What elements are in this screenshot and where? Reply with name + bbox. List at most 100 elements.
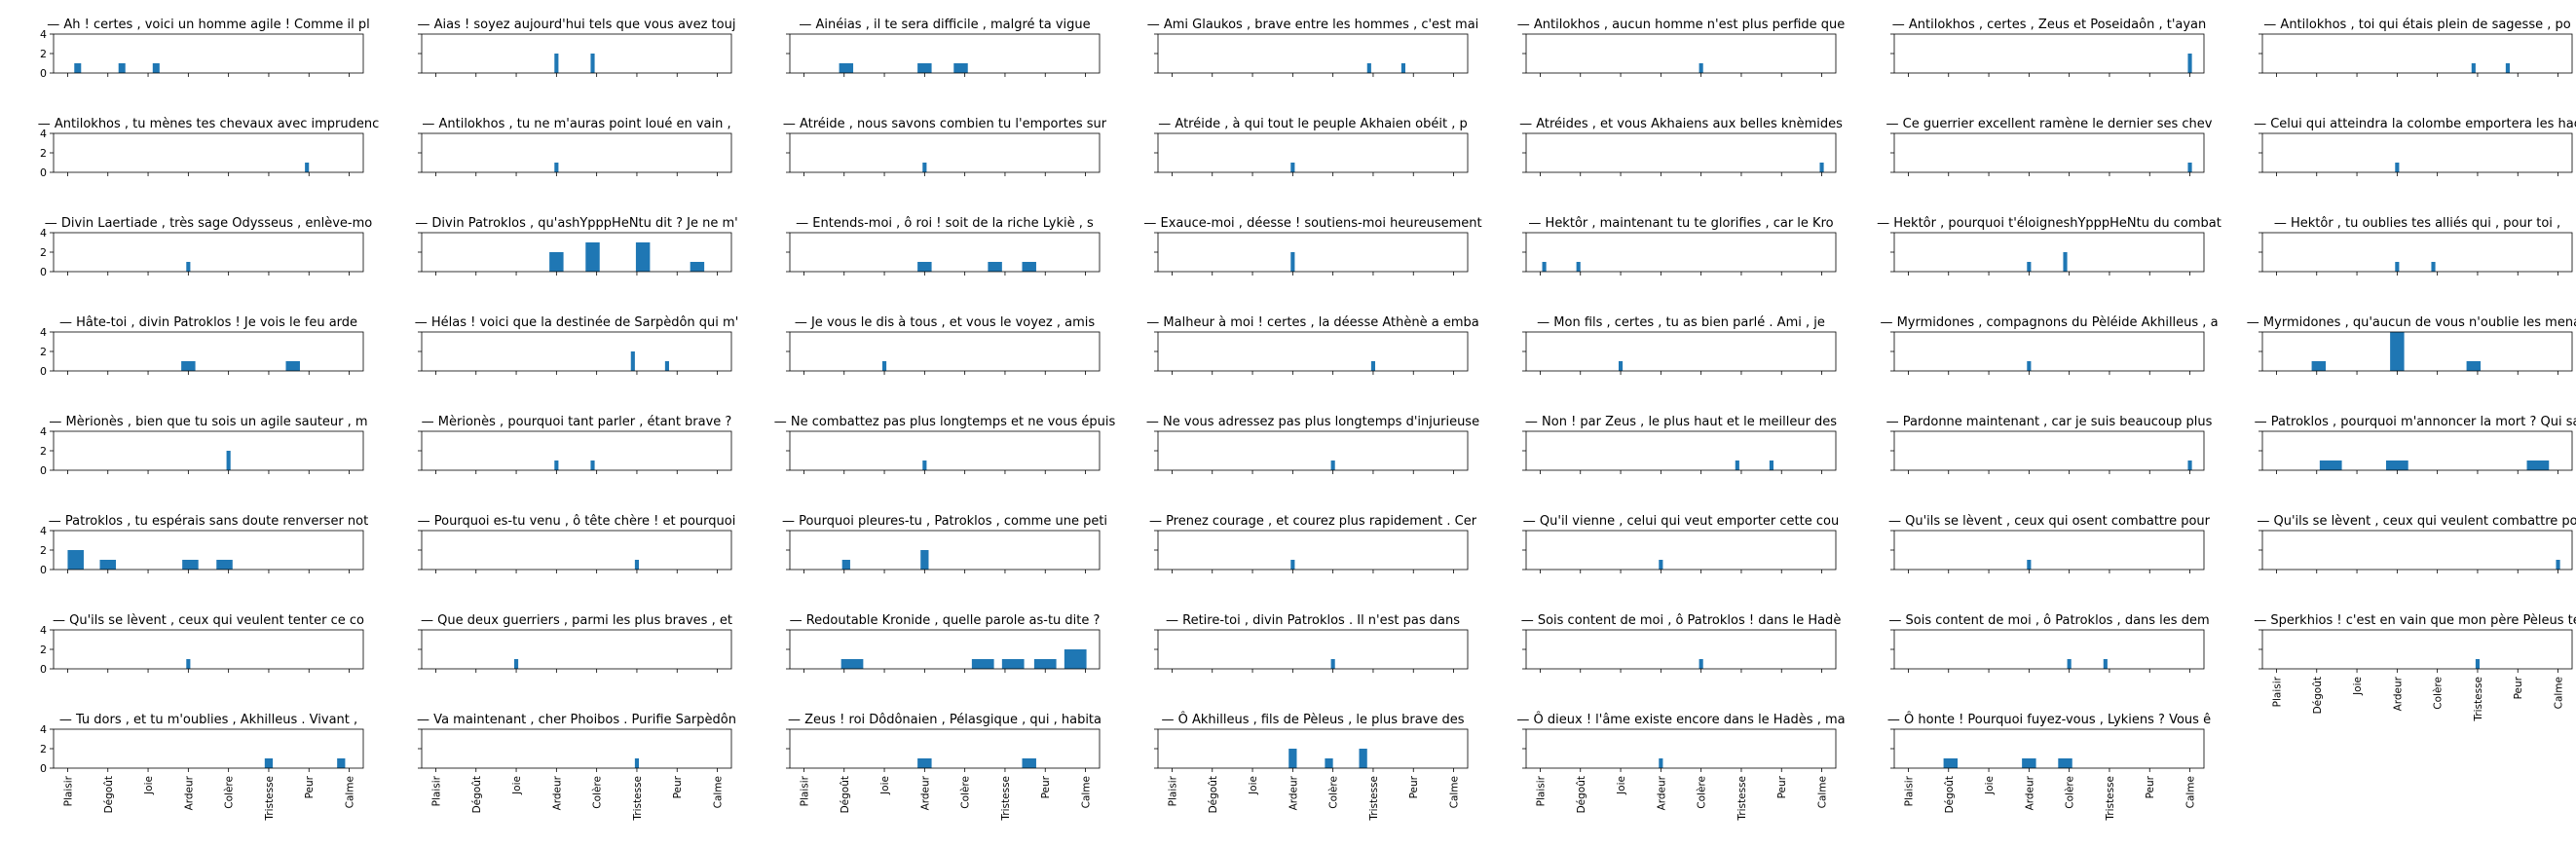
x-tick-label: Dégoût (1208, 776, 1219, 813)
histogram-bar (690, 262, 705, 272)
axes-frame (421, 430, 732, 471)
subplot: — Mèrionès , bien que tu sois un agile s… (40, 415, 368, 477)
histogram-bar (152, 63, 160, 73)
x-tick-label: Plaisir (62, 775, 74, 806)
subplot: — Tu dors , et tu m'oublies , Akhilleus … (40, 713, 364, 822)
histogram-bar (922, 163, 927, 172)
subplot: — Hâte-toi , divin Patroklos ! Je vois l… (40, 315, 364, 378)
y-tick-label: 0 (40, 762, 47, 775)
axes-frame (53, 232, 364, 273)
x-tick-label: Plaisir (430, 775, 442, 806)
x-tick-label: Peur (1040, 775, 1052, 798)
histogram-bar (920, 550, 929, 570)
histogram-bar (2027, 262, 2032, 272)
y-tick-label: 4 (40, 425, 47, 438)
subplot-title: — Ô dieux ! l'âme existe encore dans le … (1516, 712, 1845, 727)
x-tick-label: Dégoût (840, 776, 851, 813)
subplot: — Que deux guerriers , parmi les plus br… (418, 613, 732, 673)
subplot: — Hektôr , maintenant tu te glorifies , … (1522, 216, 1837, 276)
histogram-bar (1022, 262, 1036, 272)
x-tick-label: Colère (224, 776, 236, 809)
histogram-bar (554, 460, 559, 470)
subplot: — Atréide , nous savons combien tu l'emp… (783, 117, 1107, 176)
subplot-title: — Sois content de moi , ô Patroklos , da… (1888, 613, 2209, 628)
axes-frame (1525, 728, 1837, 769)
histogram-bar (554, 163, 559, 172)
subplot-title: — Pourquoi pleures-tu , Patroklos , comm… (782, 514, 1107, 529)
axes-frame (53, 132, 364, 173)
x-tick-label: Calme (2554, 677, 2565, 709)
subplot-title: — Ah ! certes , voici un homme agile ! C… (47, 18, 370, 32)
histogram-bar (664, 361, 669, 371)
subplot: — Pourquoi es-tu venu , ô tête chère ! e… (418, 514, 736, 573)
axes-frame (789, 728, 1101, 769)
subplot-title: — Hektôr , tu oublies tes alliés qui , p… (2274, 216, 2560, 231)
axes-frame (53, 430, 364, 471)
subplot: — Antilokhos , aucun homme n'est plus pe… (1517, 18, 1845, 77)
axes-frame (2261, 331, 2573, 372)
axes-frame (1525, 331, 1837, 372)
x-tick-label: Peur (2145, 775, 2156, 798)
x-tick-label: Plaisir (799, 775, 810, 806)
axes-frame (1157, 530, 1469, 571)
histogram-bar (841, 560, 850, 570)
y-tick-label: 2 (40, 346, 47, 358)
axes-frame (421, 232, 732, 273)
subplot-title: — Antilokhos , tu ne m'auras point loué … (422, 117, 730, 131)
histogram-bar (74, 63, 82, 73)
x-tick-label: Colère (2065, 776, 2076, 809)
y-tick-label: 0 (40, 464, 47, 477)
histogram-bar (2475, 659, 2481, 669)
axes-frame (1525, 33, 1837, 74)
histogram-bar (2311, 361, 2327, 371)
subplot: — Qu'ils se lèvent , ceux qui veulent co… (2257, 514, 2576, 573)
subplot: — Mon fils , certes , tu as bien parlé .… (1522, 315, 1837, 375)
subplot-title: — Non ! par Zeus , le plus haut et le me… (1525, 415, 1837, 429)
histogram-bar (917, 758, 932, 768)
x-tick-label: Tristesse (1368, 776, 1380, 822)
subplot: — Myrmidones , compagnons du Pèléide Akh… (1880, 315, 2219, 375)
subplot-title: — Mon fils , certes , tu as bien parlé .… (1537, 315, 1825, 330)
axes-frame (421, 331, 732, 372)
subplot: — Celui qui atteindra la colombe emporte… (2254, 117, 2576, 176)
x-tick-label: Dégoût (103, 776, 115, 813)
histogram-bar (1370, 361, 1376, 371)
histogram-bar (1330, 460, 1335, 470)
subplot-title: — Divin Patroklos , qu'ashYpppHeNtu dit … (415, 216, 737, 231)
subplot-title: — Pourquoi es-tu venu , ô tête chère ! e… (418, 514, 736, 529)
axes-frame (1157, 629, 1469, 670)
subplot-title: — Atréide , à qui tout le peuple Akhaien… (1158, 117, 1467, 131)
x-tick-label: Tristesse (264, 776, 276, 822)
y-tick-label: 0 (40, 663, 47, 676)
x-tick-label: Peur (1776, 775, 1788, 798)
subplot: — Sois content de moi , ô Patroklos , da… (1888, 613, 2210, 673)
histogram-bar (67, 550, 84, 570)
subplot-title: — Aias ! soyez aujourd'hui tels que vous… (418, 18, 736, 32)
axes-frame (1525, 629, 1837, 670)
x-tick-label: Plaisir (1903, 775, 1915, 806)
histogram-bar (2395, 163, 2400, 172)
subplot: — Qu'il vienne , celui qui veut emporter… (1522, 514, 1839, 573)
subplot-title: — Antilokhos , toi qui étais plein de sa… (2263, 18, 2570, 32)
subplot-title: — Redoutable Kronide , quelle parole as-… (790, 613, 1101, 628)
x-tick-label: Calme (1817, 776, 1829, 808)
subplot-title: — Retire-toi , divin Patroklos . Il n'es… (1166, 613, 1460, 628)
axes-frame (1157, 430, 1469, 471)
subplot: — Ainéias , il te sera difficile , malgr… (786, 18, 1101, 77)
axes-frame (2261, 629, 2573, 670)
subplot: — Myrmidones , qu'aucun de vous n'oublie… (2247, 315, 2576, 375)
x-tick-label: Tristesse (1736, 776, 1748, 822)
x-tick-label: Colère (2433, 677, 2445, 710)
histogram-bar (554, 54, 559, 73)
subplot: — Patroklos , pourquoi m'annoncer la mor… (2255, 415, 2576, 474)
histogram-bar (839, 63, 854, 73)
histogram-bar (1359, 749, 1367, 768)
subplot-title: — Qu'ils se lèvent , ceux qui veulent co… (2257, 514, 2576, 529)
histogram-bar (1699, 63, 1703, 73)
subplot: — Non ! par Zeus , le plus haut et le me… (1522, 415, 1837, 474)
subplot-title: — Myrmidones , compagnons du Pèléide Akh… (1880, 315, 2218, 330)
histogram-bar (1064, 649, 1087, 669)
axes-frame (2261, 132, 2573, 173)
subplot-title: — Zeus ! roi Dôdônaien , Pélasgique , qu… (788, 713, 1101, 727)
histogram-bar (2103, 659, 2108, 669)
